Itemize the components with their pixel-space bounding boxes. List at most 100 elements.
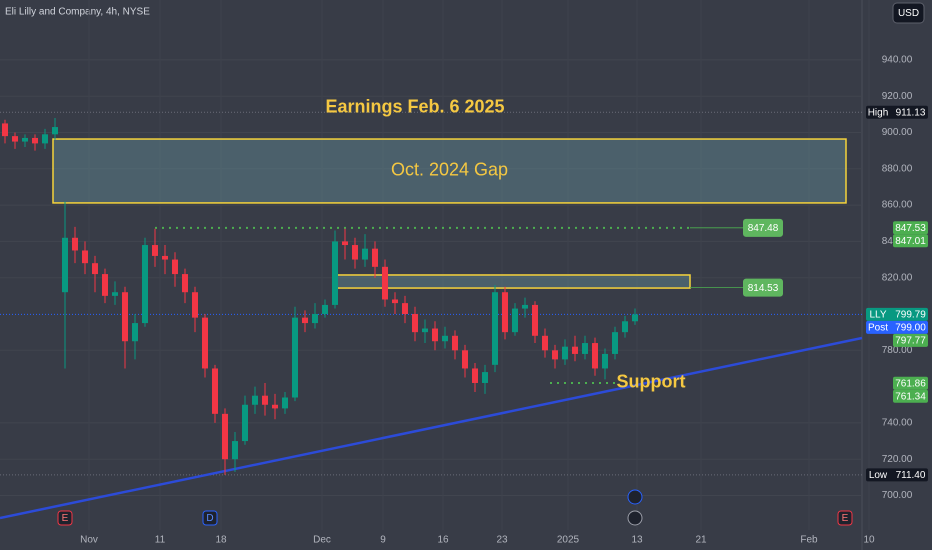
candle-body <box>292 317 298 398</box>
candle-body <box>632 314 638 322</box>
candle-body <box>342 241 348 246</box>
event-label: E <box>842 513 849 524</box>
currency[interactable]: USD <box>898 8 919 19</box>
candle-body <box>392 299 398 304</box>
y-tick-label: 720.00 <box>882 454 913 465</box>
currency-button[interactable] <box>892 2 925 24</box>
candle-body <box>272 404 278 409</box>
price-badge-name: Post <box>868 323 888 334</box>
price-badge-value: 761.86 <box>895 378 926 389</box>
level-label: 847.48 <box>748 223 779 234</box>
price-badge <box>893 389 928 403</box>
price-badge <box>893 376 928 390</box>
x-tick-label: 18 <box>215 535 227 546</box>
x-tick-label: 10 <box>863 535 875 546</box>
event-icon <box>837 510 853 526</box>
candle-body <box>402 303 408 315</box>
price-badge <box>866 105 928 119</box>
candle-body <box>112 292 118 296</box>
candle-body <box>12 136 18 142</box>
price-badge-value: 847.53 <box>895 223 926 234</box>
candle-body <box>2 123 8 137</box>
x-tick-label: 16 <box>437 535 449 546</box>
price-badge-value: 911.13 <box>896 107 926 118</box>
candle-body <box>562 346 568 360</box>
event-icon <box>57 510 73 526</box>
price-badge-name: High <box>868 107 889 118</box>
event-icon <box>627 510 643 526</box>
annotation: Earnings Feb. 6 2025 <box>325 97 504 117</box>
x-tick-label: 11 <box>155 535 166 546</box>
candle-body <box>172 259 178 275</box>
candle-body <box>612 332 618 354</box>
candle-body <box>372 248 378 267</box>
candle-body <box>352 245 358 260</box>
candle-body <box>592 343 598 369</box>
candle-body <box>382 266 388 300</box>
candle-body <box>572 346 578 354</box>
candle-body <box>142 245 148 324</box>
price-badge <box>866 307 928 321</box>
y-tick-label: 880.00 <box>882 163 913 174</box>
candle-body <box>92 263 98 275</box>
y-tick-label: 740.00 <box>882 418 913 429</box>
candle-body <box>132 323 138 342</box>
candle-body <box>492 292 498 365</box>
candle-body <box>222 413 228 460</box>
x-tick-label: 2025 <box>557 535 580 546</box>
event-icon <box>202 510 218 526</box>
candle-body <box>42 134 48 144</box>
candle-body <box>462 350 468 369</box>
candle-body <box>82 250 88 264</box>
event-label: D <box>206 513 213 524</box>
y-tick-label: 900.00 <box>882 127 913 138</box>
candle-body <box>62 237 68 293</box>
price-badge-name: LLY <box>869 310 886 321</box>
y-tick-label: 700.00 <box>882 490 913 501</box>
annotation: Support <box>617 372 686 392</box>
candle-body <box>72 237 78 251</box>
price-badge <box>893 221 928 235</box>
candle-body <box>482 372 488 383</box>
price-badge <box>866 468 928 482</box>
candle-body <box>522 304 528 309</box>
candle-body <box>362 248 368 260</box>
candle-body <box>502 292 508 333</box>
price-badge-value: 799.00 <box>895 323 926 334</box>
price-badge-value: 761.34 <box>895 391 926 402</box>
candle-body <box>162 255 168 260</box>
x-tick-label: Feb <box>800 535 818 546</box>
candle-body <box>552 350 558 360</box>
chart-title: Eli Lilly and Company, 4h, NYSE <box>5 7 150 18</box>
candle-body <box>192 292 198 318</box>
candle-body <box>182 274 188 293</box>
candle-body <box>252 395 258 405</box>
price-badge-value: 711.40 <box>896 470 926 481</box>
candle-body <box>322 304 328 315</box>
candle-body <box>232 441 238 460</box>
event-label: E <box>62 513 69 524</box>
candle-body <box>52 127 58 135</box>
y-tick-label: 920.00 <box>882 91 913 102</box>
candle-body <box>122 292 128 342</box>
candle-body <box>202 317 208 369</box>
x-tick-label: Nov <box>80 535 98 546</box>
candle-body <box>442 335 448 342</box>
x-tick-label: Dec <box>313 535 331 546</box>
y-tick-label: 860.00 <box>882 200 913 211</box>
price-badge <box>893 234 928 248</box>
y-tick-label: 780.00 <box>882 345 913 356</box>
candle-body <box>602 353 608 369</box>
zone-label: Oct. 2024 Gap <box>391 160 508 180</box>
event-icon <box>627 489 643 505</box>
y-tick-label: 940.00 <box>882 55 913 66</box>
candle-body <box>242 404 248 442</box>
candle-body <box>32 137 38 144</box>
candle-body <box>212 368 218 414</box>
candle-body <box>582 343 588 354</box>
candle-body <box>432 328 438 342</box>
level-box <box>743 218 783 237</box>
candle-body <box>302 317 308 324</box>
level-box <box>743 278 783 297</box>
